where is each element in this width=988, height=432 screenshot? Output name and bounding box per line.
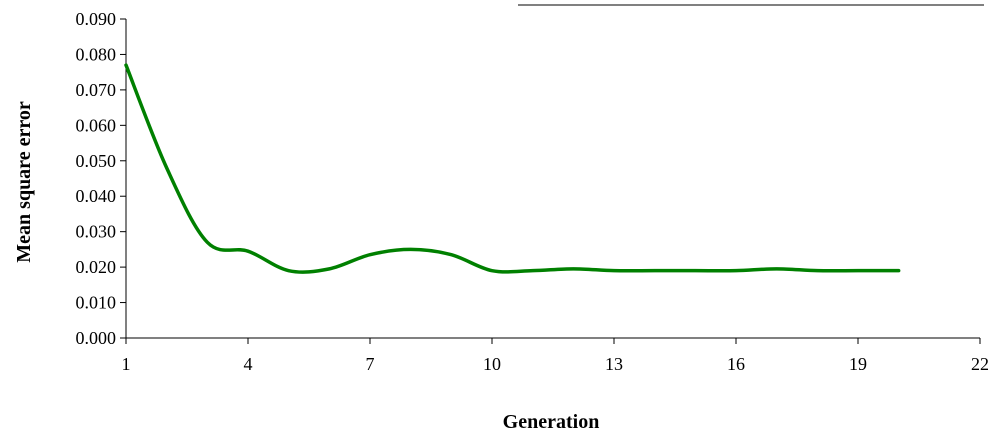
x-tick-label: 16: [727, 354, 745, 374]
y-axis-ticks: 0.000 0.010 0.020 0.030 0.040 0.050 0.060 0.070…: [76, 9, 126, 348]
x-tick-label: 4: [244, 354, 253, 374]
series-layer: [124, 63, 901, 274]
y-tick-label: 0.020: [76, 257, 117, 277]
x-axis-ticks: 1 4 7 10 13 16 19 22: [122, 338, 988, 374]
y-tick-label: 0.080: [76, 44, 117, 64]
y-tick-label: 0.090: [76, 9, 117, 29]
y-axis-title: Mean square error: [13, 101, 35, 263]
x-tick-label: 19: [849, 354, 867, 374]
y-tick-label: 0.010: [76, 293, 117, 313]
x-tick-label: 10: [483, 354, 501, 374]
y-tick-label: 0.060: [76, 115, 117, 135]
y-tick-label: 0.040: [76, 186, 117, 206]
x-tick-label: 22: [971, 354, 988, 374]
x-tick-label: 1: [122, 354, 131, 374]
x-tick-label: 7: [366, 354, 375, 374]
x-axis-title: Generation: [503, 411, 600, 432]
y-tick-label: 0.070: [76, 80, 117, 100]
y-tick-label: 0.050: [76, 151, 117, 171]
series-line: [124, 63, 901, 274]
y-tick-label: 0.030: [76, 222, 117, 242]
y-tick-label: 0.000: [76, 328, 117, 348]
x-tick-label: 13: [605, 354, 623, 374]
